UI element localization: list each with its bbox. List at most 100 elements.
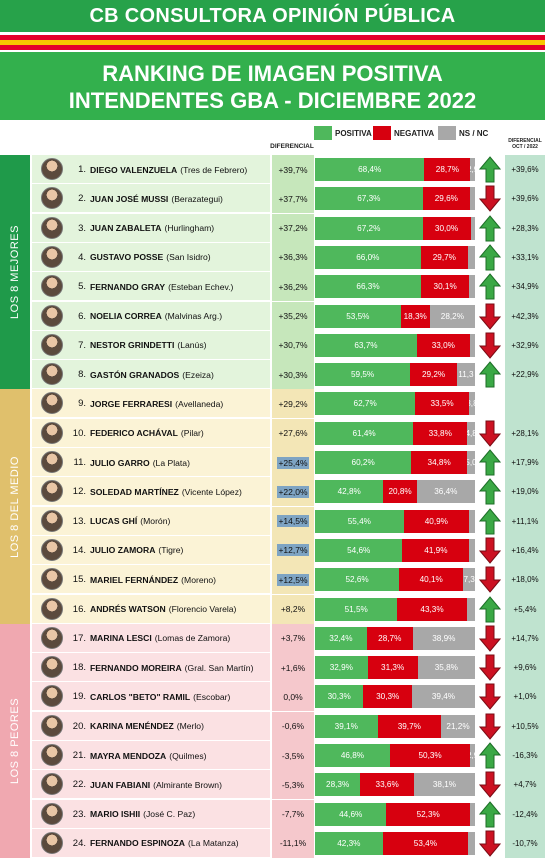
district-text: (Almirante Brown) (153, 779, 222, 790)
avatar (41, 626, 63, 649)
diferencial-value: +29,2% (278, 398, 308, 409)
district-text: (Morón) (140, 516, 171, 527)
nsnc-segment: 21,2% (441, 714, 475, 738)
negative-segment: 33,6% (360, 773, 415, 797)
mayor-name-text: GASTÓN GRANADOS (90, 369, 180, 380)
positive-segment: 51,5% (315, 597, 398, 621)
trend-cell (475, 302, 505, 331)
nsnc-segment: 7,3 (463, 568, 475, 592)
row-background (32, 418, 270, 448)
group-label-text: LOS 8 MEJORES (9, 225, 22, 320)
district-text: (Tres de Febrero) (180, 164, 248, 175)
district-text: (José C. Paz) (143, 809, 196, 820)
legend-nsnc: NS / NC (438, 126, 488, 140)
diferencial-oct-header: DIFERENCIAL OCT / 2022 (505, 138, 545, 150)
trend-cell (475, 448, 505, 477)
mayor-name: LUCAS GHÍ (Morón) (90, 507, 170, 536)
stacked-bar: 59,5% 29,2% 11,3 (315, 363, 475, 387)
district-text: (San Isidro) (166, 252, 211, 263)
arrow-up-icon (479, 156, 501, 183)
diferencial-value: +22,0% (277, 485, 309, 498)
nsnc-segment (470, 802, 475, 826)
ranking-row: 14. JULIO ZAMORA (Tigre) +12,7% 54,6% 41,9% +1… (32, 535, 545, 565)
trend-cell (475, 565, 505, 594)
diferencial-oct-value: +16,4% (511, 545, 539, 555)
trend-cell (475, 477, 505, 506)
rank-number: 8. (78, 369, 86, 381)
rank-number: 14. (72, 544, 86, 556)
stacked-bar: 32,4% 28,7% 38,9% (315, 626, 475, 650)
avatar (41, 245, 63, 268)
row-background (32, 330, 270, 360)
diferencial-value: +30,3% (278, 369, 308, 380)
trend-cell (475, 507, 505, 536)
negative-segment: 40,1% (399, 568, 464, 592)
avatar (41, 773, 63, 796)
mayor-name-text: NESTOR GRINDETTI (90, 340, 175, 351)
trend-cell (475, 243, 505, 272)
avatar (41, 421, 63, 444)
nsnc-segment: 2,9 (470, 744, 475, 767)
mayor-name: MAYRA MENDOZA (Quilmes) (90, 741, 206, 770)
group-label: LOS 8 PEORES (0, 624, 30, 858)
negative-segment: 40,9% (403, 509, 470, 533)
mayor-name-text: JUAN JOSÉ MUSSI (90, 193, 169, 204)
row-background (32, 242, 270, 272)
arrow-down-icon (479, 303, 501, 330)
positive-segment: 59,5% (315, 363, 411, 387)
stacked-bar: 55,4% 40,9% (315, 509, 475, 533)
positive-segment: 42,8% (315, 480, 384, 504)
diferencial-oct-value: -10,7% (512, 838, 538, 848)
district-text: (Escobar) (193, 691, 231, 702)
group-band (0, 389, 30, 624)
legend-positiva: POSITIVA (314, 126, 372, 140)
diferencial-cell: -3,5% (272, 741, 314, 770)
diferencial-oct-value: +10,5% (511, 721, 539, 731)
diferencial-oct-value: +34,9% (511, 282, 539, 292)
avatar (41, 187, 63, 210)
diferencial-cell: +39,7% (272, 155, 314, 184)
negative-segment: 28,7% (424, 158, 471, 181)
district-text: (Berazategui) (171, 193, 223, 204)
arrow-up-icon (479, 507, 501, 535)
district-text: (La Matanza) (188, 838, 239, 849)
diferencial-value: +37,7% (278, 193, 308, 204)
rank-number: 19. (72, 691, 86, 703)
diferencial-value: +35,2% (278, 311, 308, 321)
avatar (41, 304, 63, 327)
mayor-name-text: KARINA MENÉNDEZ (90, 721, 174, 732)
stacked-bar: 32,9% 31,3% 35,8% (315, 656, 475, 680)
mayor-name: JUAN JOSÉ MUSSI (Berazategui) (90, 184, 223, 213)
brand-header: CB CONSULTORA OPINIÓN PÚBLICA (0, 0, 545, 32)
ranking-row: 7. NESTOR GRINDETTI (Lanús) +30,7% 63,7% 33,0… (32, 330, 545, 360)
mayor-name-text: JULIO GARRO (90, 457, 150, 468)
mayor-name: MARIEL FERNÁNDEZ (Moreno) (90, 565, 216, 594)
diferencial-oct-value: +18,0% (511, 575, 539, 585)
mayor-name-text: JUAN ZABALETA (90, 223, 162, 234)
arrow-up-icon (479, 214, 501, 242)
nsnc-segment: 39,4% (411, 685, 475, 709)
trend-cell (475, 536, 505, 565)
diferencial-oct-value: +39,6% (511, 194, 539, 204)
negative-segment: 41,9% (402, 538, 470, 562)
diferencial-cell: +37,7% (272, 184, 314, 214)
rank-number: 15. (72, 574, 86, 586)
rank-number: 2. (78, 193, 86, 205)
diferencial-oct-value: +1,0% (513, 692, 537, 702)
rank-number: 7. (78, 339, 86, 351)
stacked-bar: 30,3% 30,3% 39,4% (315, 685, 475, 709)
diferencial-value: -0,6% (281, 721, 305, 732)
positive-segment: 61,4% (315, 421, 414, 445)
mayor-name: CARLOS "BETO" RAMIL (Escobar) (90, 682, 230, 711)
avatar (41, 685, 63, 708)
avatar (41, 480, 63, 503)
rank-number: 20. (72, 720, 86, 732)
district-text: (La Plata) (152, 457, 190, 468)
rank-number: 23. (72, 808, 86, 820)
mayor-name-text: JORGE FERRARESI (90, 398, 173, 409)
diferencial-cell: +36,2% (272, 272, 314, 302)
negative-segment: 29,7% (420, 245, 469, 269)
diferencial-oct-value: +19,0% (511, 487, 539, 497)
diferencial-oct-value: +42,3% (511, 311, 539, 321)
rank-number: 17. (72, 632, 86, 644)
